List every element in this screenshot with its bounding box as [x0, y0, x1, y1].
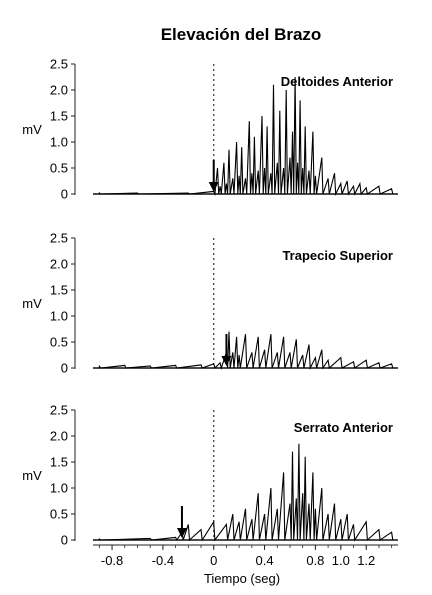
x-axis: -0.8 -0.4 0 0.4 0.8 1.0 1.2 [93, 544, 398, 568]
emg-trace [98, 76, 394, 197]
y-tick-label: 0.5 [50, 161, 68, 176]
panel-title: Deltoides Anterior [281, 74, 393, 89]
onset-arrow-icon [176, 528, 187, 538]
y-tick-label: 2.5 [50, 57, 68, 72]
y-axis-label: mV [22, 468, 42, 483]
x-tick-label: 1.2 [357, 553, 375, 568]
x-tick-label: 0.8 [306, 553, 324, 568]
y-tick-label: 2.5 [50, 403, 68, 418]
figure-title: Elevación del Brazo [161, 25, 322, 44]
x-tick-label: 0.4 [256, 553, 274, 568]
y-tick-label: 0.5 [50, 507, 68, 522]
panel-title: Trapecio Superior [282, 248, 393, 263]
x-tick-label: 0 [210, 553, 217, 568]
y-axis-label: mV [22, 296, 42, 311]
y-tick-label: 0.5 [50, 335, 68, 350]
emg-trace [98, 443, 394, 542]
y-tick-label: 1.5 [50, 283, 68, 298]
y-tick-label: 1.5 [50, 455, 68, 470]
y-axis-label: mV [22, 122, 42, 137]
y-tick-label: 0 [61, 533, 68, 548]
panels: 0 0.5 1.0 1.5 2.0 2.5 mV Deltoides Anterior 0 0.5… [22, 57, 398, 548]
y-tick-label: 2.0 [50, 257, 68, 272]
panel-title: Serrato Anterior [294, 420, 393, 435]
y-tick-label: 0 [61, 187, 68, 202]
y-tick-label: 2.0 [50, 83, 68, 98]
y-tick-label: 1.5 [50, 109, 68, 124]
y-tick-label: 1.0 [50, 135, 68, 150]
emg-panel: 0 0.5 1.0 1.5 2.0 2.5 mV Deltoides Anterior [22, 57, 398, 202]
x-tick-label: 1.0 [332, 553, 350, 568]
y-tick-label: 1.0 [50, 309, 68, 324]
x-tick-label: -0.8 [101, 553, 123, 568]
x-axis-label: Tiempo (seg) [204, 571, 280, 586]
emg-panel: 0 0.5 1.0 1.5 2.0 2.5 mV Serrato Anterior [22, 403, 398, 548]
y-tick-label: 2.0 [50, 429, 68, 444]
emg-trace [98, 331, 394, 371]
y-tick-label: 0 [61, 361, 68, 376]
onset-arrow-icon [221, 356, 232, 366]
emg-panel: 0 0.5 1.0 1.5 2.0 2.5 mV Trapecio Superior [22, 231, 398, 376]
y-tick-label: 1.0 [50, 481, 68, 496]
x-tick-label: -0.4 [152, 553, 174, 568]
y-tick-label: 2.5 [50, 231, 68, 246]
onset-arrow-icon [208, 182, 219, 192]
